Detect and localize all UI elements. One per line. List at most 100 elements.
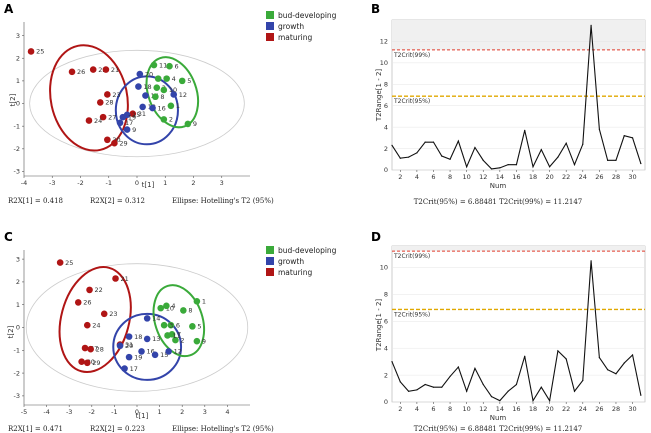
D-t2-point	[432, 386, 435, 388]
D-xtick-label: 12	[479, 405, 487, 413]
panel-a-xlabel: t[1]	[142, 181, 155, 189]
panel-c-ylabel: t[2]	[7, 325, 15, 338]
B-xtick-label: 20	[545, 173, 553, 181]
legend-swatch-growth	[266, 22, 274, 30]
D-ytick-label: 8	[384, 291, 388, 299]
D-t2-point	[515, 383, 518, 386]
C-ytick-label: 2	[16, 278, 20, 286]
A-xtick-label: -2	[77, 179, 83, 187]
panel-d-xlabel: Num	[490, 414, 507, 422]
A-point-label: 11	[159, 61, 167, 69]
C-point-bud	[164, 332, 171, 339]
A-xtick-label: 2	[191, 179, 195, 187]
C-point-label: 16	[147, 348, 155, 356]
A-point-growth	[123, 126, 131, 133]
D-t2-point	[499, 400, 501, 402]
A-point-label: 1	[176, 102, 180, 110]
legend: bud-developing growth maturing bud-devel…	[266, 11, 337, 277]
C-point-bud	[193, 297, 201, 305]
B-t2-point	[432, 141, 435, 143]
D-t2-point	[482, 383, 484, 386]
A-point-label: 28	[105, 99, 113, 107]
A-bud-ellipse	[145, 56, 200, 129]
D-t2-point	[532, 400, 534, 402]
D-xtick-label: 18	[529, 405, 537, 413]
C-point-label: 5	[197, 323, 201, 331]
C-point-maturing	[83, 359, 91, 367]
D-ytick-label: 10	[380, 264, 388, 272]
A-xtick-label: 1	[163, 179, 167, 187]
legend-c-maturing: maturing	[278, 268, 313, 277]
A-point-maturing	[104, 91, 111, 98]
panel-a-r2x1: R2X[1] = 0.418	[8, 197, 63, 205]
B-t2-point	[499, 167, 501, 169]
A-point-maturing	[68, 68, 76, 76]
A-point-label: 16	[158, 104, 166, 112]
B-t2-point	[515, 164, 518, 166]
B-t2-point	[623, 135, 625, 137]
D-t2-point	[557, 350, 559, 352]
C-point-growth	[116, 342, 124, 350]
B-xtick-label: 18	[529, 173, 537, 181]
C-point-growth	[165, 348, 172, 355]
B-xtick-label: 2	[398, 173, 402, 181]
D-t2-point	[590, 260, 592, 262]
C-point-maturing	[87, 345, 94, 353]
B-xtick-label: 16	[512, 173, 520, 181]
C-point-maturing	[83, 321, 91, 329]
A-point-label: 31	[138, 110, 146, 118]
D-ytick-label: 0	[384, 398, 388, 406]
B-t2-point	[441, 155, 443, 157]
D-t2-point	[490, 396, 493, 398]
D-xtick-label: 16	[512, 405, 520, 413]
A-point-growth	[119, 113, 127, 121]
B-t2-point	[482, 159, 484, 161]
A-point-bud	[150, 61, 158, 69]
A-xtick-label: -1	[106, 179, 112, 187]
C-point-label: 20	[125, 342, 133, 350]
B-xtick-label: 10	[463, 173, 471, 181]
C-ytick-label: -1	[14, 346, 20, 354]
B-t2-point	[549, 166, 551, 168]
D-xtick-label: 8	[448, 405, 452, 413]
C-point-label: 14	[152, 315, 160, 323]
B-t2-point	[615, 159, 617, 161]
A-point-growth	[116, 119, 124, 127]
A-ytick-label: -2	[14, 145, 20, 153]
D-t2-point	[507, 390, 509, 392]
C-point-growth	[151, 351, 159, 359]
panel-c-letter: C	[4, 230, 13, 244]
A-point-growth	[136, 70, 144, 78]
C-point-maturing	[56, 259, 64, 266]
C-point-label: 13	[152, 335, 160, 343]
A-point-bud	[154, 75, 162, 82]
A-point-bud	[184, 120, 192, 128]
D-xtick-label: 22	[562, 405, 570, 413]
C-hotelling-ellipse	[25, 263, 249, 392]
A-maturing-ellipse	[49, 44, 129, 152]
A-point-maturing	[89, 66, 97, 73]
C-xtick-label: 3	[203, 408, 207, 416]
A-ytick-label: 0	[16, 100, 20, 108]
C-point-bud	[193, 337, 201, 345]
legend-growth: growth	[278, 22, 304, 31]
B-xtick-label: 14	[496, 173, 504, 181]
B-t2-point	[507, 164, 509, 166]
C-ytick-label: -3	[14, 392, 20, 400]
A-point-label: 24	[94, 117, 102, 125]
B-t2-point	[598, 128, 600, 130]
A-point-maturing	[129, 110, 137, 118]
B-t2-point	[457, 140, 459, 142]
D-t2-point	[466, 390, 468, 392]
A-ytick-label: 1	[16, 77, 20, 85]
A-point-label: 23	[112, 91, 120, 99]
B-crit-band	[392, 20, 645, 50]
B-crit99-label: T2Crit(99%)	[393, 52, 430, 59]
A-point-maturing	[104, 136, 111, 144]
C-ytick-label: 3	[16, 255, 20, 263]
C-maturing-ellipse	[58, 266, 132, 374]
D-t2-point	[640, 394, 642, 396]
C-point-growth	[143, 315, 151, 322]
C-point-label: 30	[87, 358, 95, 366]
